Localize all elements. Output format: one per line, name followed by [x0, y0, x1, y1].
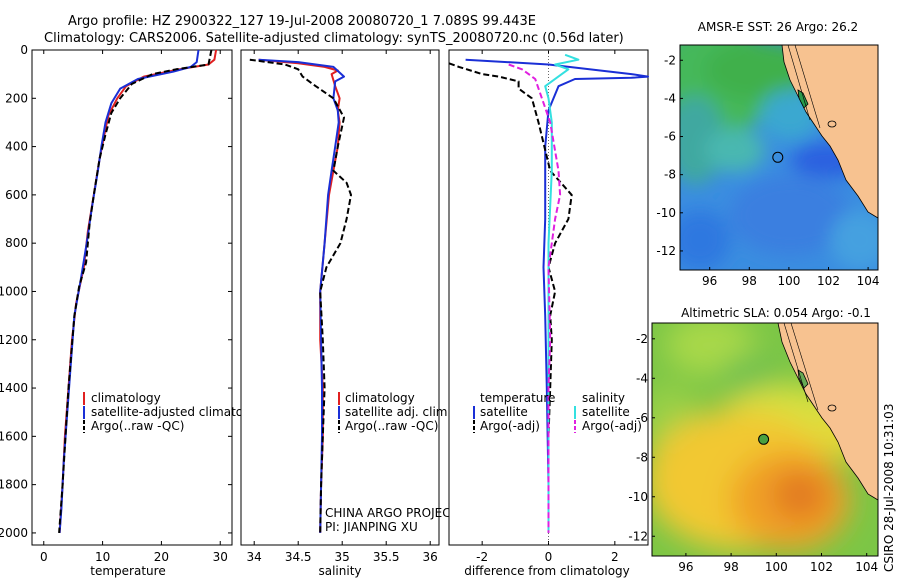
map-x-tick-label: 102 — [817, 274, 840, 288]
legend-label-satellite: satellite adj. clim. — [345, 405, 451, 419]
map-x-tick-label: 98 — [723, 560, 738, 574]
difference-panel: -2 0 2 difference from climatology tempera… — [448, 49, 649, 578]
series-line — [58, 49, 213, 533]
y-tick-label: 1800 — [0, 478, 28, 492]
y-tick-label: 1200 — [0, 333, 28, 347]
x-tick-label: 34 — [247, 550, 262, 564]
map-y-tick-label: -10 — [628, 490, 648, 504]
project-line2: PI: JIANPING XU — [325, 520, 418, 534]
temperature-axes-box — [31, 49, 233, 546]
y-tick-label: 800 — [5, 236, 28, 250]
argo-location-marker — [758, 433, 770, 445]
temperature-panel: 0 10 20 30 0 200 400 600 800 1000 1200 1400 1600 1800… — [0, 43, 269, 578]
y-tick-label: 1000 — [0, 284, 28, 298]
map-x-tick-label: 96 — [702, 274, 717, 288]
difference-xlabel: difference from climatology — [464, 564, 630, 578]
map-y-tick-label: -12 — [656, 244, 676, 258]
y-tick-label: 0 — [20, 43, 28, 57]
x-tick-label: 35 — [335, 550, 350, 564]
difference-legend: temperature satellite Argo(-adj) salinit… — [473, 391, 642, 433]
sst-map-panel: AMSR-E SST: 26 Argo: 26.2 96 98 100 102 104 -… — [656, 20, 880, 288]
legend-label-sal-argo: Argo(-adj) — [582, 419, 642, 433]
sst-map-field — [680, 45, 878, 270]
map-x-tick-label: 98 — [742, 274, 757, 288]
salinity-axes-box — [240, 49, 440, 546]
temperature-xlabel: temperature — [90, 564, 165, 578]
x-tick-label: 35.5 — [373, 550, 400, 564]
y-tick-label: 400 — [5, 140, 28, 154]
x-tick-label: -2 — [476, 550, 488, 564]
map-y-tick-label: -8 — [664, 168, 676, 182]
salinity-panel: 34 34.5 35 35.5 36 salinity climatology sate… — [240, 49, 459, 578]
y-tick-label: 1400 — [0, 381, 28, 395]
map-y-tick-label: -8 — [636, 450, 648, 464]
x-tick-label: 10 — [95, 550, 110, 564]
map-y-tick-label: -4 — [664, 91, 676, 105]
salinity-legend: climatology satellite adj. clim. Argo(..… — [338, 391, 451, 433]
map-y-tick-label: -12 — [628, 529, 648, 543]
sla-map-frame — [651, 322, 879, 557]
x-tick-label: 2 — [611, 550, 619, 564]
map-x-tick-label: 102 — [810, 560, 833, 574]
legend-label-climatology: climatology — [345, 391, 415, 405]
series-line — [258, 58, 345, 533]
figure-title-line1: Argo profile: HZ 2900322_127 19-Jul-2008… — [68, 14, 536, 29]
x-tick-label: 0 — [545, 550, 553, 564]
island-outline — [827, 120, 837, 128]
map-x-tick-label: 96 — [678, 560, 693, 574]
series-line — [544, 53, 580, 533]
land-sumatra — [781, 45, 878, 219]
figure-title-line2: Climatology: CARS2006. Satellite-adjuste… — [44, 31, 624, 46]
series-line — [448, 62, 573, 533]
series-line — [508, 63, 562, 533]
side-timestamp: CSIRO 28-Jul-2008 10:31:03 — [882, 404, 896, 572]
x-tick-label: 0 — [40, 550, 48, 564]
legend-label-sal-satellite: satellite — [582, 405, 630, 419]
x-tick-label: 30 — [213, 550, 228, 564]
sst-map-title: AMSR-E SST: 26 Argo: 26.2 — [698, 20, 858, 34]
legend-label-temp-argo: Argo(-adj) — [480, 419, 540, 433]
salinity-xlabel: salinity — [318, 564, 361, 578]
legend-label-satellite: satellite-adjusted climatology — [91, 405, 269, 419]
map-y-tick-label: -2 — [664, 53, 676, 67]
sla-map-title: Altimetric SLA: 0.054 Argo: -0.1 — [681, 306, 871, 320]
sla-map-field — [652, 323, 878, 556]
island-outline — [827, 404, 837, 412]
x-tick-label: 34.5 — [285, 550, 312, 564]
map-y-tick-label: -6 — [636, 411, 648, 425]
y-tick-label: 2000 — [0, 526, 28, 540]
map-x-tick-label: 100 — [777, 274, 800, 288]
project-line1: CHINA ARGO PROJECT — [325, 506, 459, 520]
map-x-tick-label: 100 — [765, 560, 788, 574]
legend-title-salinity: salinity — [582, 391, 625, 405]
x-tick-label: 36 — [423, 550, 438, 564]
temperature-legend: climatology satellite-adjusted climatolo… — [83, 391, 269, 433]
y-tick-label: 600 — [5, 188, 28, 202]
series-line — [465, 58, 649, 533]
map-y-tick-label: -10 — [656, 206, 676, 220]
legend-title-temperature: temperature — [480, 391, 555, 405]
x-tick-label: 20 — [154, 550, 169, 564]
map-y-tick-label: -6 — [664, 130, 676, 144]
legend-label-argo: Argo(..raw -QC) — [91, 419, 184, 433]
legend-label-climatology: climatology — [91, 391, 161, 405]
map-x-tick-label: 104 — [857, 274, 880, 288]
argo-location-marker — [772, 151, 784, 163]
y-tick-label: 200 — [5, 91, 28, 105]
map-x-tick-label: 104 — [855, 560, 878, 574]
sla-map-panel: Altimetric SLA: 0.054 Argo: -0.1 96 98 100… — [628, 306, 879, 574]
map-y-tick-label: -4 — [636, 371, 648, 385]
legend-label-temp-satellite: satellite — [480, 405, 528, 419]
y-tick-label: 1600 — [0, 429, 28, 443]
land-sumatra — [777, 323, 878, 501]
sst-map-frame — [679, 44, 879, 271]
map-y-tick-label: -2 — [636, 332, 648, 346]
legend-label-argo: Argo(..raw -QC) — [345, 419, 438, 433]
island-outline — [797, 369, 809, 389]
